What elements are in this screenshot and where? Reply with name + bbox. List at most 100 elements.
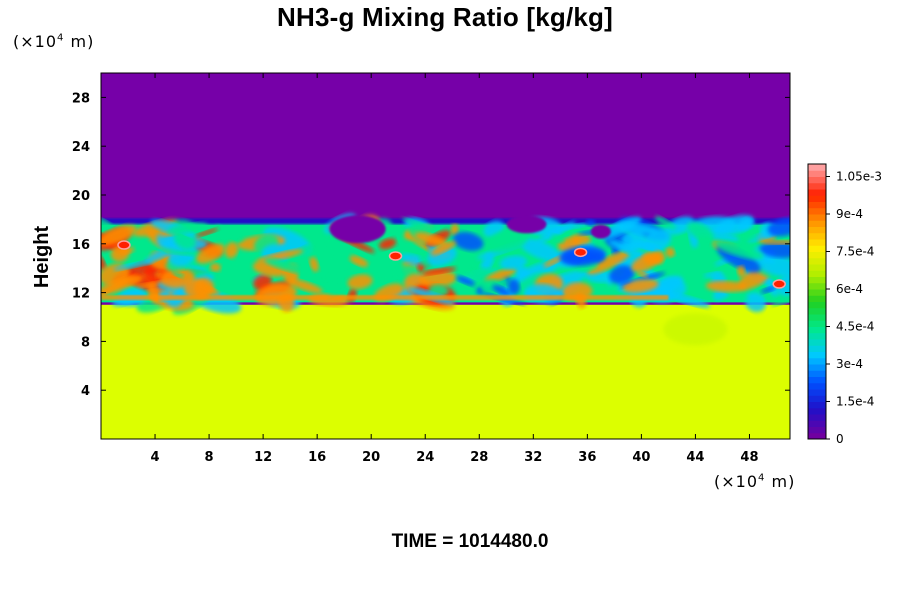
colorbar-label: 0: [836, 432, 844, 446]
hot-spot: [772, 279, 786, 289]
mixed-layer: [101, 213, 790, 315]
colorbar-label: 4.5e-4: [836, 320, 874, 334]
heatmap-plot: [101, 73, 790, 439]
x-tick-label: 44: [686, 450, 704, 465]
colorbar: 0 1.5e-4 3e-4 4.5e-4 6e-4 7.5e-4 9e-4 1.05e-3: [807, 163, 882, 446]
lower-wisp: [663, 313, 728, 346]
chart-title: NH3-g Mixing Ratio [kg/kg]: [277, 2, 613, 32]
mixed-eddy: [738, 234, 758, 241]
y-axis: 4 8 12 16 20 24 28: [72, 91, 790, 399]
y-tick-label: 24: [72, 140, 90, 155]
mixed-eddy: [166, 222, 208, 235]
colorbar-swatch: [808, 251, 826, 259]
mixed-eddy: [686, 222, 713, 241]
mixed-eddy: [117, 247, 135, 255]
colorbar-swatch: [808, 189, 826, 196]
colorbar-swatch: [808, 257, 826, 265]
colorbar-label: 9e-4: [836, 207, 863, 221]
warm-streak: [101, 295, 669, 301]
mixed-eddy: [499, 255, 528, 270]
colorbar-swatch: [808, 389, 826, 396]
x-tick-label: 40: [632, 450, 650, 465]
colorbar-swatch: [808, 270, 826, 277]
mixed-eddy: [347, 274, 373, 290]
mixed-eddy: [456, 275, 476, 286]
colorbar-swatch: [808, 282, 826, 290]
colorbar-swatch: [808, 276, 826, 284]
mixed-eddy: [309, 256, 319, 272]
mixed-eddy: [711, 234, 740, 242]
colorbar-swatch: [808, 326, 826, 334]
mixed-eddy: [622, 279, 659, 293]
colorbar-swatch: [808, 432, 826, 440]
mixed-eddy: [452, 231, 484, 251]
colorbar-label: 6e-4: [836, 282, 863, 296]
mixed-eddy: [101, 217, 113, 230]
x-axis: 4 8 12 16 20 24 28 32 36 40 44 48: [151, 73, 759, 465]
colorbar-swatch: [808, 401, 826, 409]
x-tick-label: 16: [308, 450, 326, 465]
mixed-eddy: [586, 219, 596, 227]
colorbar-swatch: [808, 395, 826, 402]
hot-spot: [117, 240, 131, 250]
hot-spot: [388, 251, 403, 261]
colorbar-swatch: [808, 214, 826, 221]
mixed-eddy: [430, 241, 457, 256]
mixed-eddy: [194, 228, 219, 238]
mixed-eddy: [767, 217, 790, 237]
x-tick-label: 20: [362, 450, 380, 465]
mixed-eddy: [614, 222, 658, 235]
mixed-eddy: [414, 232, 448, 247]
mixed-eddy: [737, 265, 746, 278]
mixed-eddy: [286, 278, 323, 294]
mixed-eddy: [379, 238, 397, 250]
mixed-eddy: [183, 278, 211, 300]
colorbar-swatch: [808, 426, 826, 434]
plot-frame: [100, 72, 791, 440]
mixed-eddy: [621, 230, 647, 250]
colorbar-swatch: [808, 220, 826, 227]
mixed-eddy: [264, 258, 313, 275]
mixed-eddy: [543, 256, 563, 267]
mixed-eddy: [421, 267, 457, 276]
colorbar-swatch: [808, 345, 826, 352]
mixed-eddy: [637, 271, 649, 278]
mixed-eddy: [485, 228, 529, 253]
colorbar-swatch: [808, 320, 826, 327]
mixed-eddy: [324, 279, 354, 289]
mixed-eddy: [349, 255, 369, 267]
y-axis-unit: (×104 m): [13, 32, 95, 51]
y-tick-label: 8: [81, 335, 90, 350]
mixed-eddy: [770, 294, 790, 306]
mixed-eddy: [754, 253, 790, 277]
colorbar-swatch: [808, 207, 826, 215]
colorbar-swatch: [808, 239, 826, 246]
mixed-eddy: [263, 227, 312, 255]
mixed-eddy: [776, 273, 790, 296]
colorbar-swatch: [808, 201, 826, 209]
mixed-eddy: [662, 292, 711, 308]
mixed-eddy: [450, 223, 459, 236]
colorbar-swatch: [808, 264, 826, 271]
colorbar-swatch: [808, 295, 826, 302]
colorbar-label: 1.5e-4: [836, 395, 874, 409]
mixed-eddy: [484, 267, 517, 283]
mixed-eddy: [215, 225, 244, 242]
colorbar-swatch: [808, 170, 826, 177]
mixed-eddy: [759, 241, 790, 258]
mixed-eddy: [507, 279, 520, 295]
colorbar-swatch: [808, 351, 826, 359]
colorbar-label: 3e-4: [836, 357, 863, 371]
y-tick-label: 4: [81, 384, 90, 399]
colorbar-label: 7.5e-4: [836, 245, 874, 259]
mixed-layer-rim: [101, 218, 790, 225]
x-tick-label: 36: [578, 450, 596, 465]
mixed-eddy: [665, 216, 695, 235]
colorbar-swatch: [808, 420, 826, 427]
mixed-eddy: [492, 284, 511, 296]
intrusion: [329, 215, 386, 244]
colorbar-swatch: [808, 364, 826, 371]
colorbar-swatch: [808, 314, 826, 321]
colorbar-swatch: [808, 307, 826, 315]
